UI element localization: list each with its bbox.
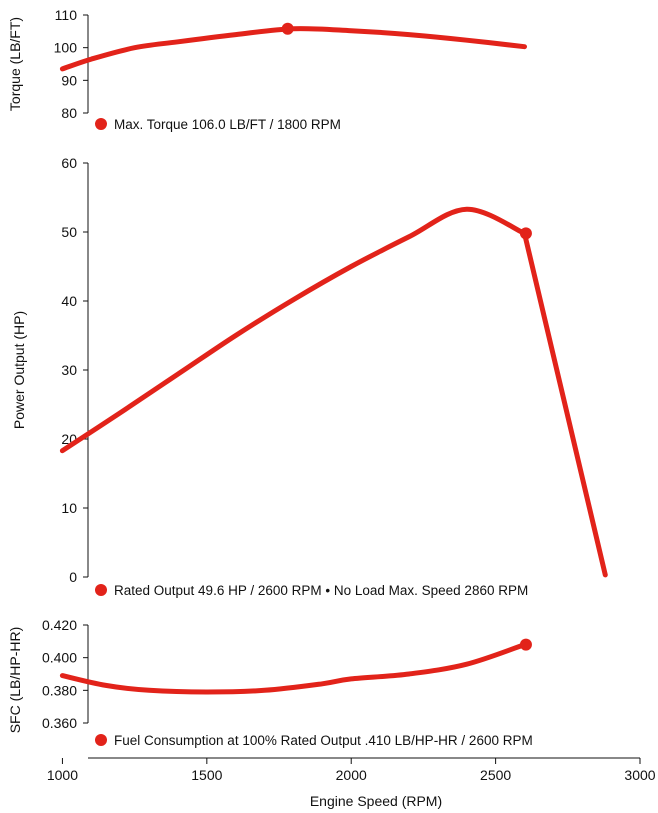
- sfc-note-bullet-icon: [95, 734, 107, 746]
- x-ticks: 1000 1500 2000 2500 3000: [47, 758, 656, 783]
- torque-y-tick-label: 80: [61, 105, 77, 121]
- torque-y-tick-label: 100: [54, 40, 78, 56]
- torque-note-bullet-icon: [95, 118, 107, 130]
- power-y-tick-label: 10: [61, 500, 77, 516]
- power-rated-marker: [519, 227, 532, 240]
- x-axis-label: Engine Speed (RPM): [310, 793, 442, 809]
- sfc-y-tick-label: 0.420: [42, 617, 77, 633]
- torque-y-tick-label: 110: [55, 7, 78, 23]
- torque-max-marker: [281, 22, 294, 35]
- sfc-y-tick-label: 0.360: [42, 715, 77, 731]
- power-y-tick-label: 0: [69, 569, 77, 585]
- x-tick-label: 3000: [624, 767, 655, 783]
- power-note: Rated Output 49.6 HP / 2600 RPM • No Loa…: [114, 583, 528, 598]
- sfc-series-line: [59, 642, 527, 695]
- sfc-y-tick-label: 0.400: [42, 650, 77, 666]
- power-y-tick-label: 40: [61, 293, 77, 309]
- sfc-y-tick-label: 0.380: [42, 682, 77, 698]
- sfc-rated-marker: [519, 638, 532, 651]
- power-note-bullet-icon: [95, 584, 107, 596]
- sfc-y-ticks: 0.360 0.380 0.400 0.420: [42, 617, 88, 731]
- sfc-panel: 0.360 0.380 0.400 0.420 SFC (LB/HP-HR) Fuel…: [7, 617, 533, 748]
- x-tick-label: 1000: [47, 767, 78, 783]
- torque-y-ticks: 80 90 100 110: [54, 7, 88, 121]
- sfc-y-axis-label: SFC (LB/HP-HR): [7, 627, 23, 734]
- power-y-tick-label: 60: [61, 155, 77, 171]
- x-tick-label: 2000: [336, 767, 367, 783]
- torque-note: Max. Torque 106.0 LB/FT / 1800 RPM: [114, 117, 341, 132]
- x-axis: 1000 1500 2000 2500 3000 Engine Speed (RPM): [47, 757, 656, 809]
- x-tick-label: 2500: [480, 767, 511, 783]
- torque-series-line: [59, 26, 527, 72]
- power-y-tick-label: 50: [61, 224, 77, 240]
- power-y-axis-label: Power Output (HP): [11, 311, 27, 429]
- torque-panel: 80 90 100 110 Torque (LB/FT) Max. Torque 10…: [7, 7, 527, 132]
- x-tick-label: 1500: [191, 767, 222, 783]
- power-series-line: [59, 206, 608, 578]
- sfc-note: Fuel Consumption at 100% Rated Output .4…: [114, 733, 533, 748]
- power-y-tick-label: 30: [61, 362, 77, 378]
- torque-y-tick-label: 90: [61, 72, 77, 88]
- torque-y-axis-label: Torque (LB/FT): [7, 17, 23, 111]
